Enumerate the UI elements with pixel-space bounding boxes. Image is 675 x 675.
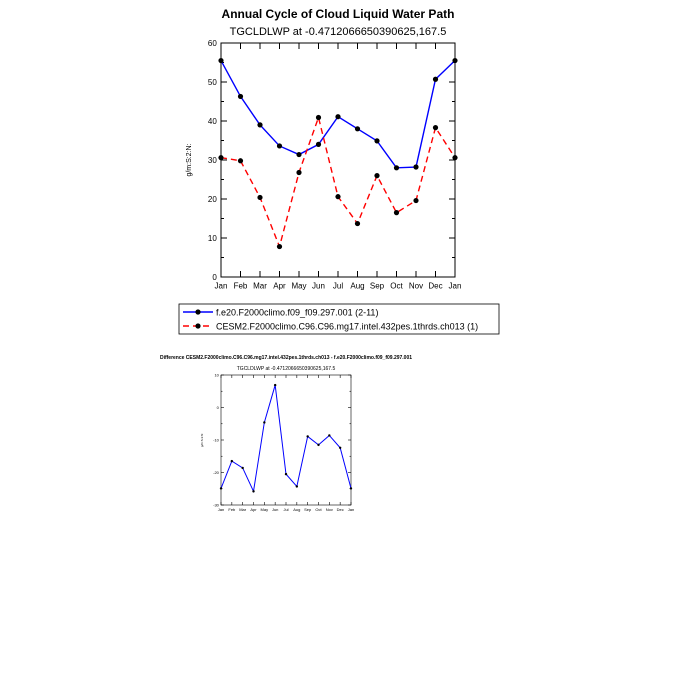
main-chart-plot-frame: [220, 42, 456, 278]
diff-chart-xtick-label: Aug: [293, 507, 300, 512]
diff-chart-ytick-label: 0: [217, 405, 220, 410]
diff-chart-plot-frame: [220, 374, 352, 506]
main-chart-subtitle: TGCLDLWP at -0.4712066650390625,167.5: [230, 26, 447, 38]
main-chart-xtick-label: Apr: [273, 282, 286, 291]
main-chart-series-2-point: [335, 194, 341, 200]
main-chart-xtick-label: Sep: [370, 282, 385, 291]
difference-chart: Difference CESM2.F2000climo.C96.C96.mg17…: [160, 355, 412, 512]
main-chart-ytick-label: 20: [208, 195, 217, 204]
diff-chart-xtick-label: Jan: [218, 507, 224, 512]
diff-chart-ytick-label: -20: [213, 470, 220, 475]
main-chart-series-2-point: [432, 125, 439, 131]
diff-chart-title: Difference CESM2.F2000climo.C96.C96.mg17…: [160, 355, 412, 361]
main-chart-xtick-label: Feb: [234, 282, 248, 291]
main-chart-xtick-label: Jun: [312, 282, 325, 291]
diff-chart-series-1-point: [306, 435, 309, 438]
main-chart-series-1-point: [237, 93, 244, 100]
main-chart-series-2-point: [393, 210, 400, 216]
main-chart-series-1-point: [452, 57, 458, 64]
main-chart-y-axis-label: g/m:S:2:N:: [186, 143, 193, 176]
diff-chart-xtick-label: Dec: [337, 507, 344, 512]
diff-chart-series-1-point: [252, 490, 255, 493]
main-chart-series-2-point: [257, 194, 263, 201]
legend-entry-2: CESM2.F2000climo.C96.C96.mg17.intel.432p…: [216, 321, 478, 331]
diff-chart-y-axis-label: g/m:S:2:N:: [200, 433, 204, 447]
diff-chart-series-1-point: [328, 434, 331, 437]
main-chart-xtick-label: Jul: [333, 282, 343, 291]
diff-chart-series-line-1: [220, 384, 352, 494]
legend-entry-1: f.e20.F2000climo.f09_f09.297.001 (2-11): [216, 307, 378, 317]
diff-chart-xtick-label: Jul: [283, 507, 288, 512]
main-chart-series-1-point: [432, 76, 439, 82]
main-chart-series-2-point: [237, 158, 244, 164]
legend-box: [178, 303, 500, 335]
diff-chart-series-1-point: [273, 383, 277, 387]
main-chart-series-2-point: [296, 169, 302, 176]
main-chart-xtick-label: Dec: [428, 282, 442, 291]
diff-chart-ytick-label: -30: [213, 502, 220, 507]
main-chart-series-1-point: [335, 114, 341, 120]
main-chart-xtick-label: Jan: [449, 282, 462, 291]
main-chart-series-1-point: [374, 138, 380, 144]
main-chart-xtick-label: Jan: [215, 282, 228, 291]
main-chart-xtick-label: Oct: [390, 282, 403, 291]
main-chart-series-2-point: [276, 243, 283, 250]
diff-chart-series-1-point: [263, 421, 266, 424]
diff-chart-subtitle: TGCLDLWP at -0.4712066650390625,167.5: [237, 366, 336, 372]
main-chart-series-1-point: [413, 164, 419, 170]
main-chart-series-1-point: [296, 151, 302, 158]
main-chart-series-1-point: [354, 126, 361, 132]
main-chart-series-1-point: [218, 57, 224, 64]
diff-chart-series-1-point: [284, 472, 288, 476]
main-chart-xtick-label: Nov: [409, 282, 423, 291]
diff-chart-xtick-label: Jun: [272, 507, 278, 512]
diff-chart-series-1-point: [241, 466, 244, 470]
diff-chart-series-1-point: [219, 487, 223, 490]
main-chart-ytick-label: 30: [208, 156, 217, 165]
diff-chart-xtick-label: Jan: [348, 507, 354, 512]
main-chart-series-2-point: [374, 173, 380, 179]
main-chart-title: Annual Cycle of Cloud Liquid Water Path: [222, 7, 455, 21]
main-chart-series-2-point: [218, 155, 224, 161]
main-chart-ytick-label: 60: [208, 39, 217, 48]
diff-chart-xtick-label: Apr: [250, 507, 257, 512]
diff-chart-series-1-point: [338, 446, 342, 449]
diff-chart-series-1-point: [230, 459, 234, 463]
main-chart-series-1-point: [315, 141, 322, 147]
diff-chart-series-1-point: [349, 487, 353, 490]
diff-chart-ytick-label: 10: [214, 372, 219, 377]
diff-chart-series-1-point: [317, 443, 320, 447]
legend-swatch-marker-2: [195, 323, 201, 329]
diff-chart-xtick-label: Sep: [304, 507, 312, 512]
diff-chart-xtick-label: May: [261, 507, 269, 512]
main-chart-ytick-label: 40: [208, 117, 217, 126]
main-chart-xtick-label: Aug: [350, 282, 364, 291]
main-chart-series-2-point: [413, 197, 419, 204]
annual-cycle-chart: Annual Cycle of Cloud Liquid Water Path T…: [186, 7, 461, 291]
main-chart-ytick-label: 0: [212, 273, 217, 282]
diff-chart-xtick-label: Mar: [239, 507, 247, 512]
diff-chart-xtick-label: Feb: [228, 507, 236, 512]
diff-chart-xtick-label: Nov: [326, 507, 333, 512]
main-chart-xtick-label: Mar: [253, 282, 267, 291]
main-chart-series-2-point: [452, 155, 458, 161]
main-chart-series-1-point: [257, 122, 263, 128]
main-chart-ytick-label: 50: [208, 78, 217, 87]
main-chart-series-2-point: [315, 114, 322, 121]
main-chart-ytick-label: 10: [208, 234, 217, 243]
main-chart-series-2-point: [354, 220, 361, 227]
chart-legend: f.e20.F2000climo.f09_f09.297.001 (2-11) C…: [178, 303, 500, 335]
main-chart-series-1-point: [393, 165, 400, 171]
main-chart-series-line-2: [220, 115, 456, 249]
main-chart-series-1-point: [276, 143, 283, 149]
diff-chart-ytick-label: -10: [213, 437, 220, 442]
diff-chart-series-1-point: [295, 485, 299, 488]
main-chart-xtick-label: May: [291, 282, 306, 291]
diff-chart-xtick-label: Oct: [315, 507, 322, 512]
legend-swatch-marker-1: [195, 309, 201, 315]
